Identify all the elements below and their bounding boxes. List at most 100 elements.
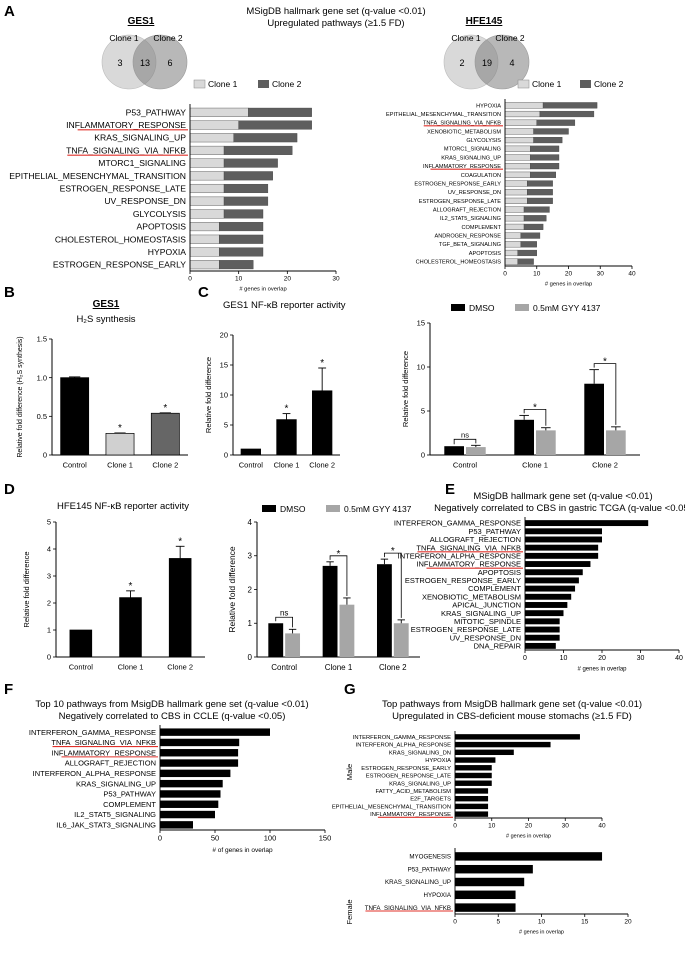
category-label: ESTROGEN_RESPONSE_EARLY <box>53 260 186 270</box>
x-tick-label: Clone 2 <box>309 461 335 470</box>
x-axis-label: # genes in overlap <box>545 282 592 288</box>
category-label: APOPTOSIS <box>469 251 501 257</box>
category-label: EPITHELIAL_MESENCHYMAL_TRANSITION <box>332 804 451 810</box>
bar-clone2 <box>539 110 595 118</box>
significance-bracket <box>523 409 547 426</box>
bar-clone2 <box>536 119 576 126</box>
significance-bracket <box>384 552 402 618</box>
category-label: P53_PATHWAY <box>468 527 521 536</box>
bar-clone2 <box>218 247 264 257</box>
bar <box>525 561 591 567</box>
legend-d-label-gyy: 0.5mM GYY 4137 <box>344 504 412 514</box>
legend-a-hfe145: Clone 1 Clone 2 <box>517 79 624 89</box>
bar <box>160 790 221 798</box>
bar <box>160 749 239 757</box>
bar <box>119 597 142 658</box>
y-tick-label: 5 <box>47 518 51 527</box>
category-label: ALLOGRAFT_REJECTION <box>430 535 521 544</box>
bar-clone2 <box>223 196 269 206</box>
bar <box>276 419 297 456</box>
bar <box>105 432 135 456</box>
venn-hfe145-both: 19 <box>482 58 492 68</box>
panel-c-title: GES1 NF-κB reporter activity <box>223 300 346 311</box>
category-label: COMPLEMENT <box>103 800 156 809</box>
bar-clone1 <box>504 232 522 239</box>
significance-bracket <box>275 616 293 628</box>
x-tick-label: Clone 2 <box>167 663 193 672</box>
bar-clone1 <box>189 260 220 270</box>
x-tick-label: Clone 1 <box>522 461 548 470</box>
x-tick-label: Clone 2 <box>592 461 618 470</box>
y-tick-label: 5 <box>224 421 228 430</box>
bar-clone1 <box>189 145 225 155</box>
category-label: HYPOXIA <box>476 103 501 109</box>
bar-clone2 <box>218 260 254 270</box>
category-label: INTERFERON_ALPHA_RESPONSE <box>398 551 521 560</box>
x-tick-label: 30 <box>637 655 645 662</box>
category-label: ANDROGEN_RESPONSE <box>434 234 501 240</box>
y-tick-label: 1.0 <box>37 373 47 382</box>
x-axis-label: # genes in overlap <box>519 930 564 936</box>
bar-clone1 <box>504 128 534 135</box>
bar-clone1 <box>504 249 518 257</box>
significance-label: * <box>285 404 289 415</box>
panel-g-male-label: Male <box>345 764 354 780</box>
category-label: INTERFERON_GAMMA_RESPONSE <box>353 735 451 741</box>
venn-ges1-label-1: Clone 1 <box>109 33 139 43</box>
significance-label: * <box>320 358 324 369</box>
y-axis-label: Relative fold difference <box>401 351 410 427</box>
x-tick-label: Clone 1 <box>118 663 144 672</box>
x-tick-label: 150 <box>319 834 332 843</box>
category-label: ESTROGEN_RESPONSE_EARLY <box>361 766 451 772</box>
bar-clone1 <box>189 107 249 117</box>
y-tick-label: 0 <box>248 653 253 662</box>
category-label: ESTROGEN_RESPONSE_LATE <box>366 774 451 780</box>
category-label: TNFA_SIGNALING_VIA_NFKB <box>66 145 186 155</box>
panel-label-f: F <box>4 681 13 698</box>
bar <box>455 852 603 861</box>
category-label: COAGULATION <box>461 173 501 179</box>
category-label: XENOBIOTIC_METABOLISM <box>427 129 501 135</box>
category-label: DNA_REPAIR <box>474 642 522 651</box>
category-label: HYPOXIA <box>148 247 186 257</box>
bar <box>168 558 192 658</box>
category-label: MITOTIC_SPINDLE <box>454 617 521 626</box>
legend-c-swatch-dmso <box>451 304 465 311</box>
category-label: IL6_JAK_STAT3_SIGNALING <box>56 820 156 829</box>
category-label: KRAS_SIGNALING_UP <box>441 155 501 161</box>
x-tick-label: Clone 1 <box>325 663 353 672</box>
chart-g-male: INTERFERON_GAMMA_RESPONSE INTERFERON_ALPH… <box>332 731 606 840</box>
panel-g-title-2: Upregulated in CBS-deficient mouse stoma… <box>392 711 632 722</box>
x-tick-label: 0 <box>503 271 507 278</box>
panel-d-title: HFE145 NF-κB reporter activity <box>57 501 189 512</box>
bar-clone1 <box>189 234 220 244</box>
bar-clone1 <box>504 215 525 222</box>
bar <box>455 795 489 802</box>
bar-clone2 <box>218 222 264 232</box>
bar-clone1 <box>189 247 220 257</box>
y-tick-label: 0 <box>47 653 51 662</box>
x-tick-label: 0 <box>523 655 527 662</box>
venn-ges1-label-2: Clone 2 <box>153 33 183 43</box>
category-label: ESTROGEN_RESPONSE_LATE <box>411 625 521 634</box>
bar-clone2 <box>520 241 537 248</box>
category-label: MTORC1_SIGNALING <box>444 147 501 153</box>
chart-e: INTERFERON_GAMMA_RESPONSEP53_PATHWAYALLO… <box>394 517 683 673</box>
bar <box>160 821 193 829</box>
category-label: ALLOGRAFT_REJECTION <box>433 208 501 214</box>
category-label: INTERFERON_ALPHA_RESPONSE <box>356 743 451 749</box>
bar-clone1 <box>504 119 537 126</box>
x-axis-label: # genes in overlap <box>577 667 627 673</box>
bar-clone1 <box>504 154 531 161</box>
x-axis-label: # genes in overlap <box>239 287 286 293</box>
category-label: INTERFERON_GAMMA_RESPONSE <box>29 728 156 737</box>
bar-clone1 <box>189 120 239 130</box>
venn-hfe145-only-1: 2 <box>459 58 464 68</box>
legend-c-label-dmso: DMSO <box>469 303 495 313</box>
bar <box>525 552 599 559</box>
bar-gyy <box>285 633 301 657</box>
legend-d-swatch-dmso <box>262 505 276 512</box>
bar-dmso <box>322 565 338 657</box>
bar-clone1 <box>504 180 528 187</box>
y-tick-label: 1.5 <box>37 335 47 344</box>
